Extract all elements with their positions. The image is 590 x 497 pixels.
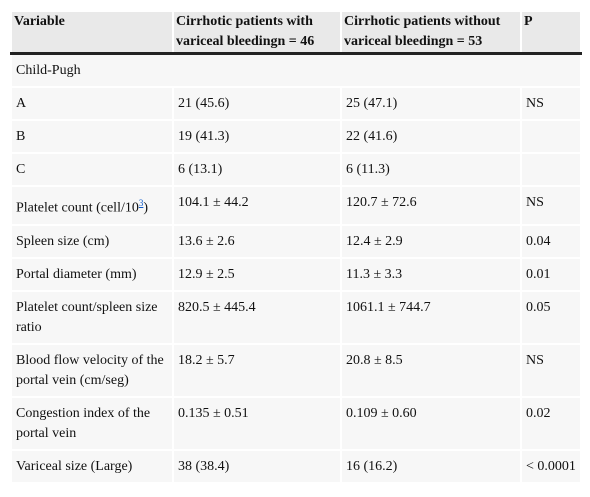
cell: 0.135 ± 0.51 [172, 395, 342, 451]
cell: 0.05 [520, 289, 582, 345]
cell: 820.5 ± 445.4 [172, 289, 342, 345]
cell: 19 (41.3) [172, 119, 342, 154]
cell: Variceal size (Large) [10, 448, 174, 484]
table-row: Blood flow velocity of the portal vein (… [10, 342, 582, 398]
cell: 16 (16.2) [340, 448, 522, 484]
cell: NS [520, 86, 582, 121]
cell: 0.04 [520, 223, 582, 259]
cell: 22 (41.6) [340, 119, 522, 154]
cell: 25 (47.1) [340, 86, 522, 121]
table-row: Variceal size (Large) 38 (38.4) 16 (16.2) <… [10, 448, 582, 484]
header-cell: Variable [10, 10, 174, 55]
cell: 6 (13.1) [172, 152, 342, 187]
cell: 12.4 ± 2.9 [340, 223, 522, 259]
cell: 104.1 ± 44.2 [172, 185, 342, 226]
header-cell: Cirrhotic patients with variceal bleedin… [172, 10, 342, 55]
table-row: A 21 (45.6) 25 (47.1) NS [10, 86, 582, 121]
table-row: Congestion index of the portal vein 0.135… [10, 395, 582, 451]
table-row: Child-Pugh [10, 52, 582, 88]
cell-text: Platelet count (cell/10 [16, 200, 139, 216]
cell: Portal diameter (mm) [10, 256, 174, 292]
cell: < 0.0001 [520, 448, 582, 484]
empty-cell [520, 152, 582, 187]
cell: Blood flow velocity of the portal vein (… [10, 342, 174, 398]
cell: C [10, 152, 174, 187]
empty-cell [520, 119, 582, 154]
cell: 120.7 ± 72.6 [340, 185, 522, 226]
cell: 6 (11.3) [340, 152, 522, 187]
cell: 1061.1 ± 744.7 [340, 289, 522, 345]
cell: Child-Pugh [10, 52, 582, 88]
cell: 38 (38.4) [172, 448, 342, 484]
cell: NS [520, 342, 582, 398]
table-row: Platelet count (cell/103) 104.1 ± 44.2 120… [10, 185, 582, 226]
cell: 0.109 ± 0.60 [340, 395, 522, 451]
superscript: 3 [139, 196, 144, 209]
cell: 12.9 ± 2.5 [172, 256, 342, 292]
cell: Congestion index of the portal vein [10, 395, 174, 451]
cell: B [10, 119, 174, 154]
cell: A [10, 86, 174, 121]
footnote-link[interactable]: 3 [138, 198, 144, 208]
table-row: Portal diameter (mm) 12.9 ± 2.5 11.3 ± 3.3… [10, 256, 582, 292]
cell: 18.2 ± 5.7 [172, 342, 342, 398]
header-cell: Cirrhotic patients without variceal blee… [340, 10, 522, 55]
cell: Spleen size (cm) [10, 223, 174, 259]
table-row: B 19 (41.3) 22 (41.6) [10, 119, 582, 154]
cell: 21 (45.6) [172, 86, 342, 121]
header-cell: P [520, 10, 582, 55]
cell: NS [520, 185, 582, 226]
cell: 0.02 [520, 395, 582, 451]
header-row: Variable Cirrhotic patients with variceal… [10, 10, 582, 55]
data-table: Variable Cirrhotic patients with variceal… [10, 10, 582, 484]
cell: Platelet count (cell/103) [10, 185, 174, 226]
cell: 13.6 ± 2.6 [172, 223, 342, 259]
table-row: Spleen size (cm) 13.6 ± 2.6 12.4 ± 2.9 0.04 [10, 223, 582, 259]
cell: 20.8 ± 8.5 [340, 342, 522, 398]
table-body: Child-Pugh A 21 (45.6) 25 (47.1) NS B 19 (41.3… [10, 52, 582, 484]
cell: 11.3 ± 3.3 [340, 256, 522, 292]
table-row: Platelet count/spleen size ratio 820.5 ± … [10, 289, 582, 345]
cell-text: ) [143, 200, 149, 216]
cell: 0.01 [520, 256, 582, 292]
cell: Platelet count/spleen size ratio [10, 289, 174, 345]
